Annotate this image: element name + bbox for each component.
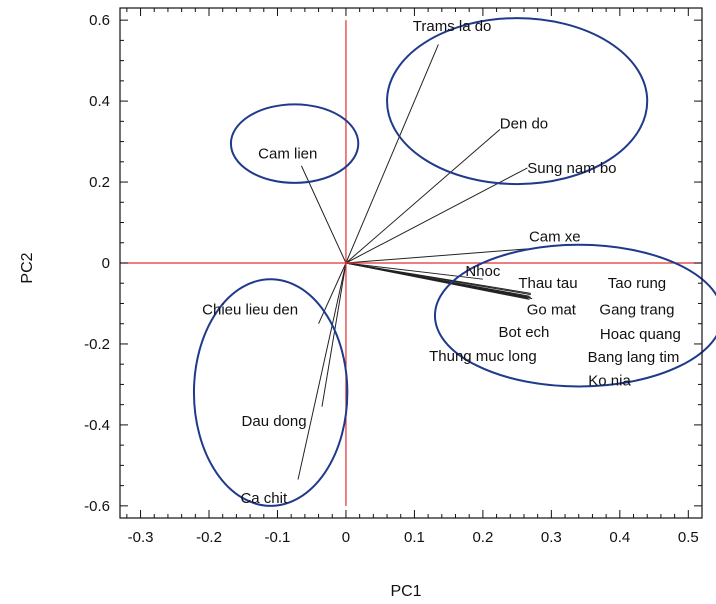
group-ellipse-2	[229, 103, 360, 184]
label-bot-ech: Bot ech	[499, 324, 550, 341]
x-tick-label: 0.4	[609, 529, 630, 546]
group-ellipse-3	[434, 243, 716, 388]
y-axis-label: PC2	[19, 252, 36, 283]
group-ellipse-4	[192, 278, 349, 507]
vector-sung-nam-bo	[345, 167, 528, 264]
x-tick-label: 0	[342, 529, 350, 546]
vector-trams-la-do	[345, 44, 439, 264]
label-cam-lien: Cam lien	[258, 146, 317, 163]
label-thau-tau: Thau tau	[518, 275, 577, 292]
label-gang-trang: Gang trang	[599, 302, 674, 319]
x-tick-label: 0.3	[541, 529, 562, 546]
group-ellipses	[192, 17, 716, 507]
label-go-mat: Go mat	[527, 302, 577, 319]
label-trams-la-do: Trams la do	[413, 18, 492, 35]
x-tick-label: 0.1	[404, 529, 425, 546]
x-axis-ticks: -0.3 -0.2 -0.1 0 0.1 0.2 0.3 0.4 0.5	[126, 8, 699, 546]
vector-cam-xe	[345, 248, 528, 264]
zero-reference-lines	[120, 20, 702, 506]
x-tick-label: -0.2	[196, 529, 222, 546]
label-cam-xe: Cam xe	[529, 229, 581, 246]
vector-ca-chit	[297, 262, 347, 480]
x-tick-label: 0.2	[472, 529, 493, 546]
y-tick-label: -0.4	[84, 417, 110, 434]
label-bang-lang-tim: Bang lang tim	[588, 349, 680, 366]
label-thung-muc-long: Thung muc long	[429, 348, 537, 365]
y-tick-label: 0.4	[89, 93, 110, 110]
y-tick-label: 0.2	[89, 174, 110, 191]
label-ko-nia: Ko nia	[588, 372, 631, 389]
y-tick-label: -0.2	[84, 336, 110, 353]
label-nhoc: Nhoc	[465, 263, 501, 280]
label-hoac-quang: Hoac quang	[600, 326, 681, 343]
label-den-do: Den do	[500, 115, 548, 132]
y-axis-ticks: -0.6 -0.4 -0.2 0 0.2 0.4 0.6	[84, 12, 702, 515]
y-tick-label: -0.6	[84, 498, 110, 515]
label-chieu-lieu-den: Chieu lieu den	[202, 302, 298, 319]
x-tick-label: -0.3	[128, 529, 154, 546]
y-tick-label: 0	[102, 255, 110, 272]
x-axis-label: PC1	[390, 583, 421, 600]
vector-thung-muc-long	[345, 262, 527, 299]
loading-vectors	[297, 44, 533, 480]
label-dau-dong: Dau dong	[242, 413, 307, 430]
y-tick-label: 0.6	[89, 12, 110, 29]
group-ellipse-1	[386, 17, 649, 186]
vector-den-do	[345, 129, 501, 264]
label-tao-rung: Tao rung	[608, 275, 666, 292]
vector-dau-dong	[321, 262, 347, 407]
label-sung-nam-bo: Sung nam bo	[527, 160, 616, 177]
vector-cam-lien	[300, 165, 347, 264]
label-ca-chit: Ca chit	[240, 490, 288, 507]
x-tick-label: 0.5	[678, 529, 699, 546]
x-tick-label: -0.1	[265, 529, 291, 546]
variable-labels: Trams la do Den do Sung nam bo Cam xe Nhoc Th…	[202, 18, 681, 507]
vector-chieu-lieu-den	[318, 262, 347, 324]
